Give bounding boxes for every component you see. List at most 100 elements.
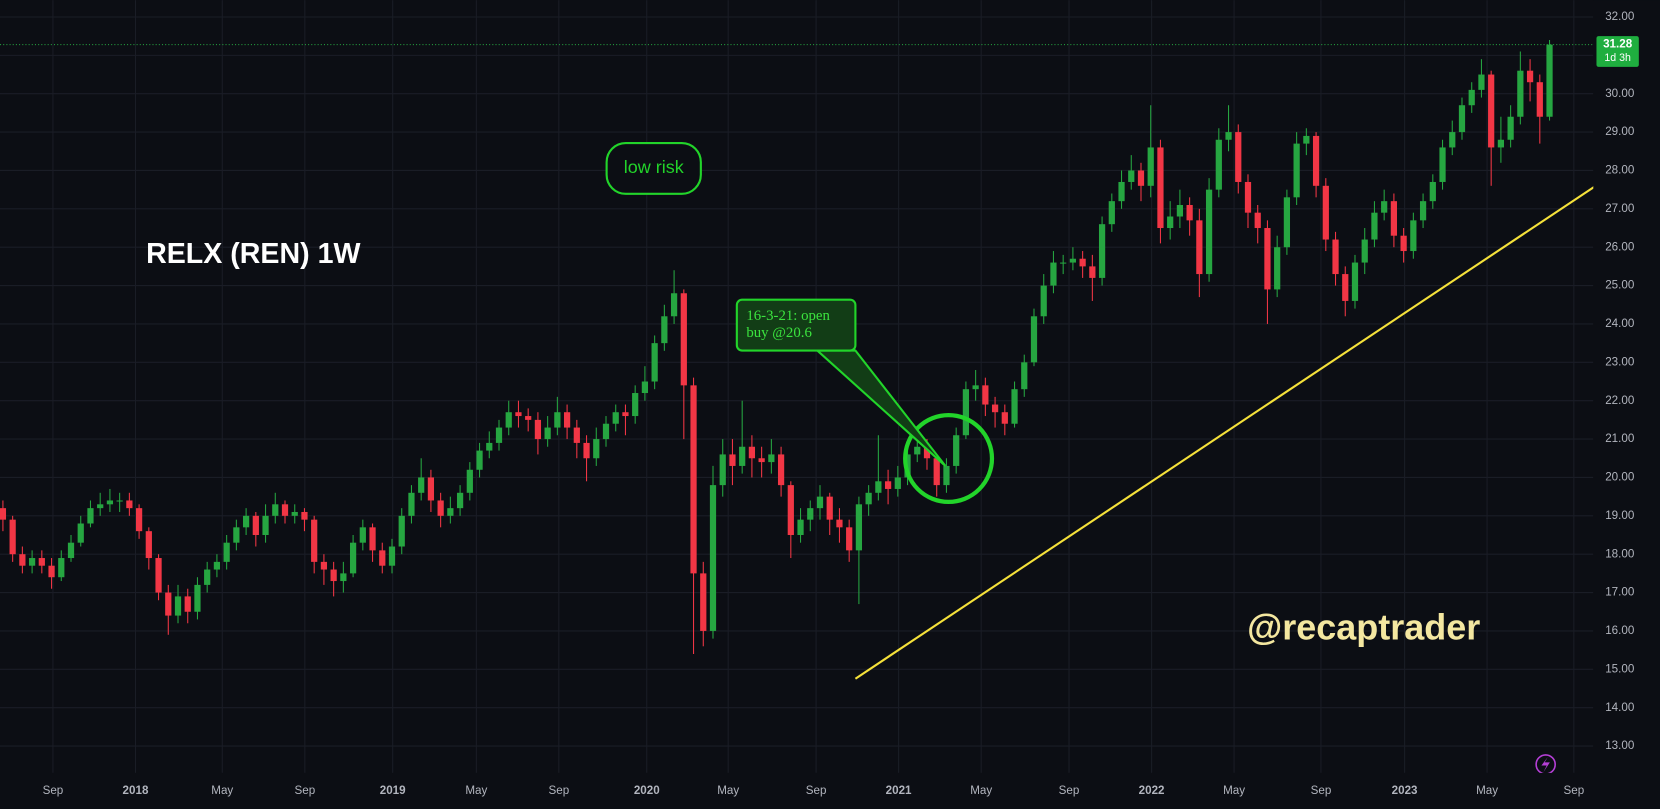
- candle-body: [651, 343, 658, 382]
- y-tick-label: 13.00: [1605, 739, 1635, 752]
- candle-body: [1089, 266, 1096, 278]
- candle-body: [1546, 44, 1553, 117]
- candle-body: [1167, 216, 1174, 229]
- candle-body: [943, 465, 950, 486]
- candle-body: [77, 523, 84, 543]
- candle-body: [1030, 316, 1038, 363]
- candle-body: [213, 561, 221, 570]
- candle-body: [923, 446, 931, 459]
- candle-body: [301, 511, 308, 520]
- candle-body: [495, 427, 503, 443]
- watermark: @recaptrader: [1247, 606, 1480, 647]
- y-tick-label: 20.00: [1605, 471, 1635, 484]
- candle-body: [1060, 262, 1067, 264]
- candle-body: [97, 504, 104, 509]
- candle-body: [1381, 201, 1388, 213]
- candle-body: [865, 492, 872, 505]
- candle-body: [1186, 204, 1193, 221]
- candle-body: [593, 439, 600, 459]
- candle-body: [1497, 139, 1505, 148]
- candle-body: [982, 385, 989, 405]
- x-tick-label: Sep: [548, 784, 569, 797]
- candle-body: [427, 477, 435, 501]
- candle-body: [1254, 212, 1261, 229]
- candle-body: [1205, 189, 1213, 275]
- candle-body: [204, 569, 211, 585]
- y-tick-label: 29.00: [1605, 125, 1635, 138]
- chart-title: RELX (REN) 1W: [146, 238, 360, 270]
- candle-body: [242, 515, 250, 528]
- candle-body: [184, 596, 191, 612]
- candle-body: [1449, 132, 1456, 148]
- y-tick-label: 28.00: [1605, 164, 1635, 177]
- overlay: low risk 16-3-21: open buy @20.6 RELX (R…: [146, 141, 1598, 775]
- candle-body: [875, 481, 882, 493]
- candle-body: [933, 458, 940, 486]
- candle-body: [1235, 132, 1242, 182]
- candle-body: [476, 450, 483, 470]
- candle-body: [1196, 220, 1203, 275]
- candle-body: [1429, 181, 1436, 202]
- candle-body: [1322, 185, 1329, 240]
- candle-body: [962, 389, 970, 436]
- candle-body: [408, 492, 415, 516]
- candle-body: [641, 381, 649, 394]
- candle-body: [768, 454, 775, 463]
- x-tick-label: Sep: [1311, 784, 1332, 797]
- candle-body: [991, 404, 999, 413]
- candle-body: [1108, 201, 1115, 225]
- candle-body: [252, 515, 259, 536]
- x-tick-label: May: [970, 784, 992, 797]
- candle-body: [359, 527, 366, 543]
- candle-body: [223, 542, 230, 562]
- candle-body: [632, 393, 639, 417]
- x-tick-label: May: [717, 784, 739, 797]
- candle-body: [1098, 224, 1106, 278]
- x-tick-label: Sep: [43, 784, 64, 797]
- y-tick-label: 19.00: [1605, 509, 1635, 522]
- y-tick-label: 26.00: [1605, 240, 1635, 253]
- candle-body: [106, 500, 114, 505]
- candle-body: [1517, 70, 1524, 117]
- candle-body: [1118, 181, 1125, 202]
- candle-body: [1176, 204, 1184, 217]
- candle-body: [554, 412, 561, 428]
- candle-body: [972, 385, 979, 390]
- candle-body: [379, 550, 386, 566]
- y-tick-label: 25.00: [1605, 279, 1635, 292]
- candle-body: [515, 412, 522, 417]
- y-tick-label: 16.00: [1605, 624, 1635, 637]
- candle-body: [1011, 389, 1018, 424]
- candle-body: [602, 423, 610, 440]
- candle-body: [563, 412, 571, 428]
- candle-body: [1478, 74, 1485, 90]
- x-tick-label: May: [1223, 784, 1245, 797]
- candle-body: [1040, 285, 1047, 317]
- candle-body: [729, 454, 736, 466]
- candle-body: [1069, 258, 1077, 263]
- annotation: low risk: [624, 157, 685, 177]
- candle-body: [1351, 262, 1359, 301]
- candle-body: [680, 293, 687, 386]
- last-price-box: [1596, 36, 1639, 67]
- candle-body: [1274, 247, 1281, 290]
- candle-body: [1157, 147, 1164, 229]
- candle-body: [456, 492, 464, 509]
- candle-body: [739, 446, 746, 466]
- x-tick-label: 2022: [1139, 784, 1165, 797]
- candle-body: [1264, 228, 1271, 290]
- candle-body: [447, 508, 454, 516]
- y-tick-label: 22.00: [1605, 394, 1635, 407]
- candle-body: [816, 496, 824, 509]
- highlight-circle: [903, 412, 995, 505]
- last-price-label: 31.28: [1603, 38, 1633, 51]
- candle-body: [1128, 170, 1135, 182]
- candle-body: [914, 446, 921, 455]
- candle-body: [1488, 74, 1495, 148]
- x-tick-label: Sep: [1059, 784, 1080, 797]
- candle-body: [340, 573, 347, 582]
- candle-body: [894, 477, 901, 489]
- candle-body: [884, 481, 892, 489]
